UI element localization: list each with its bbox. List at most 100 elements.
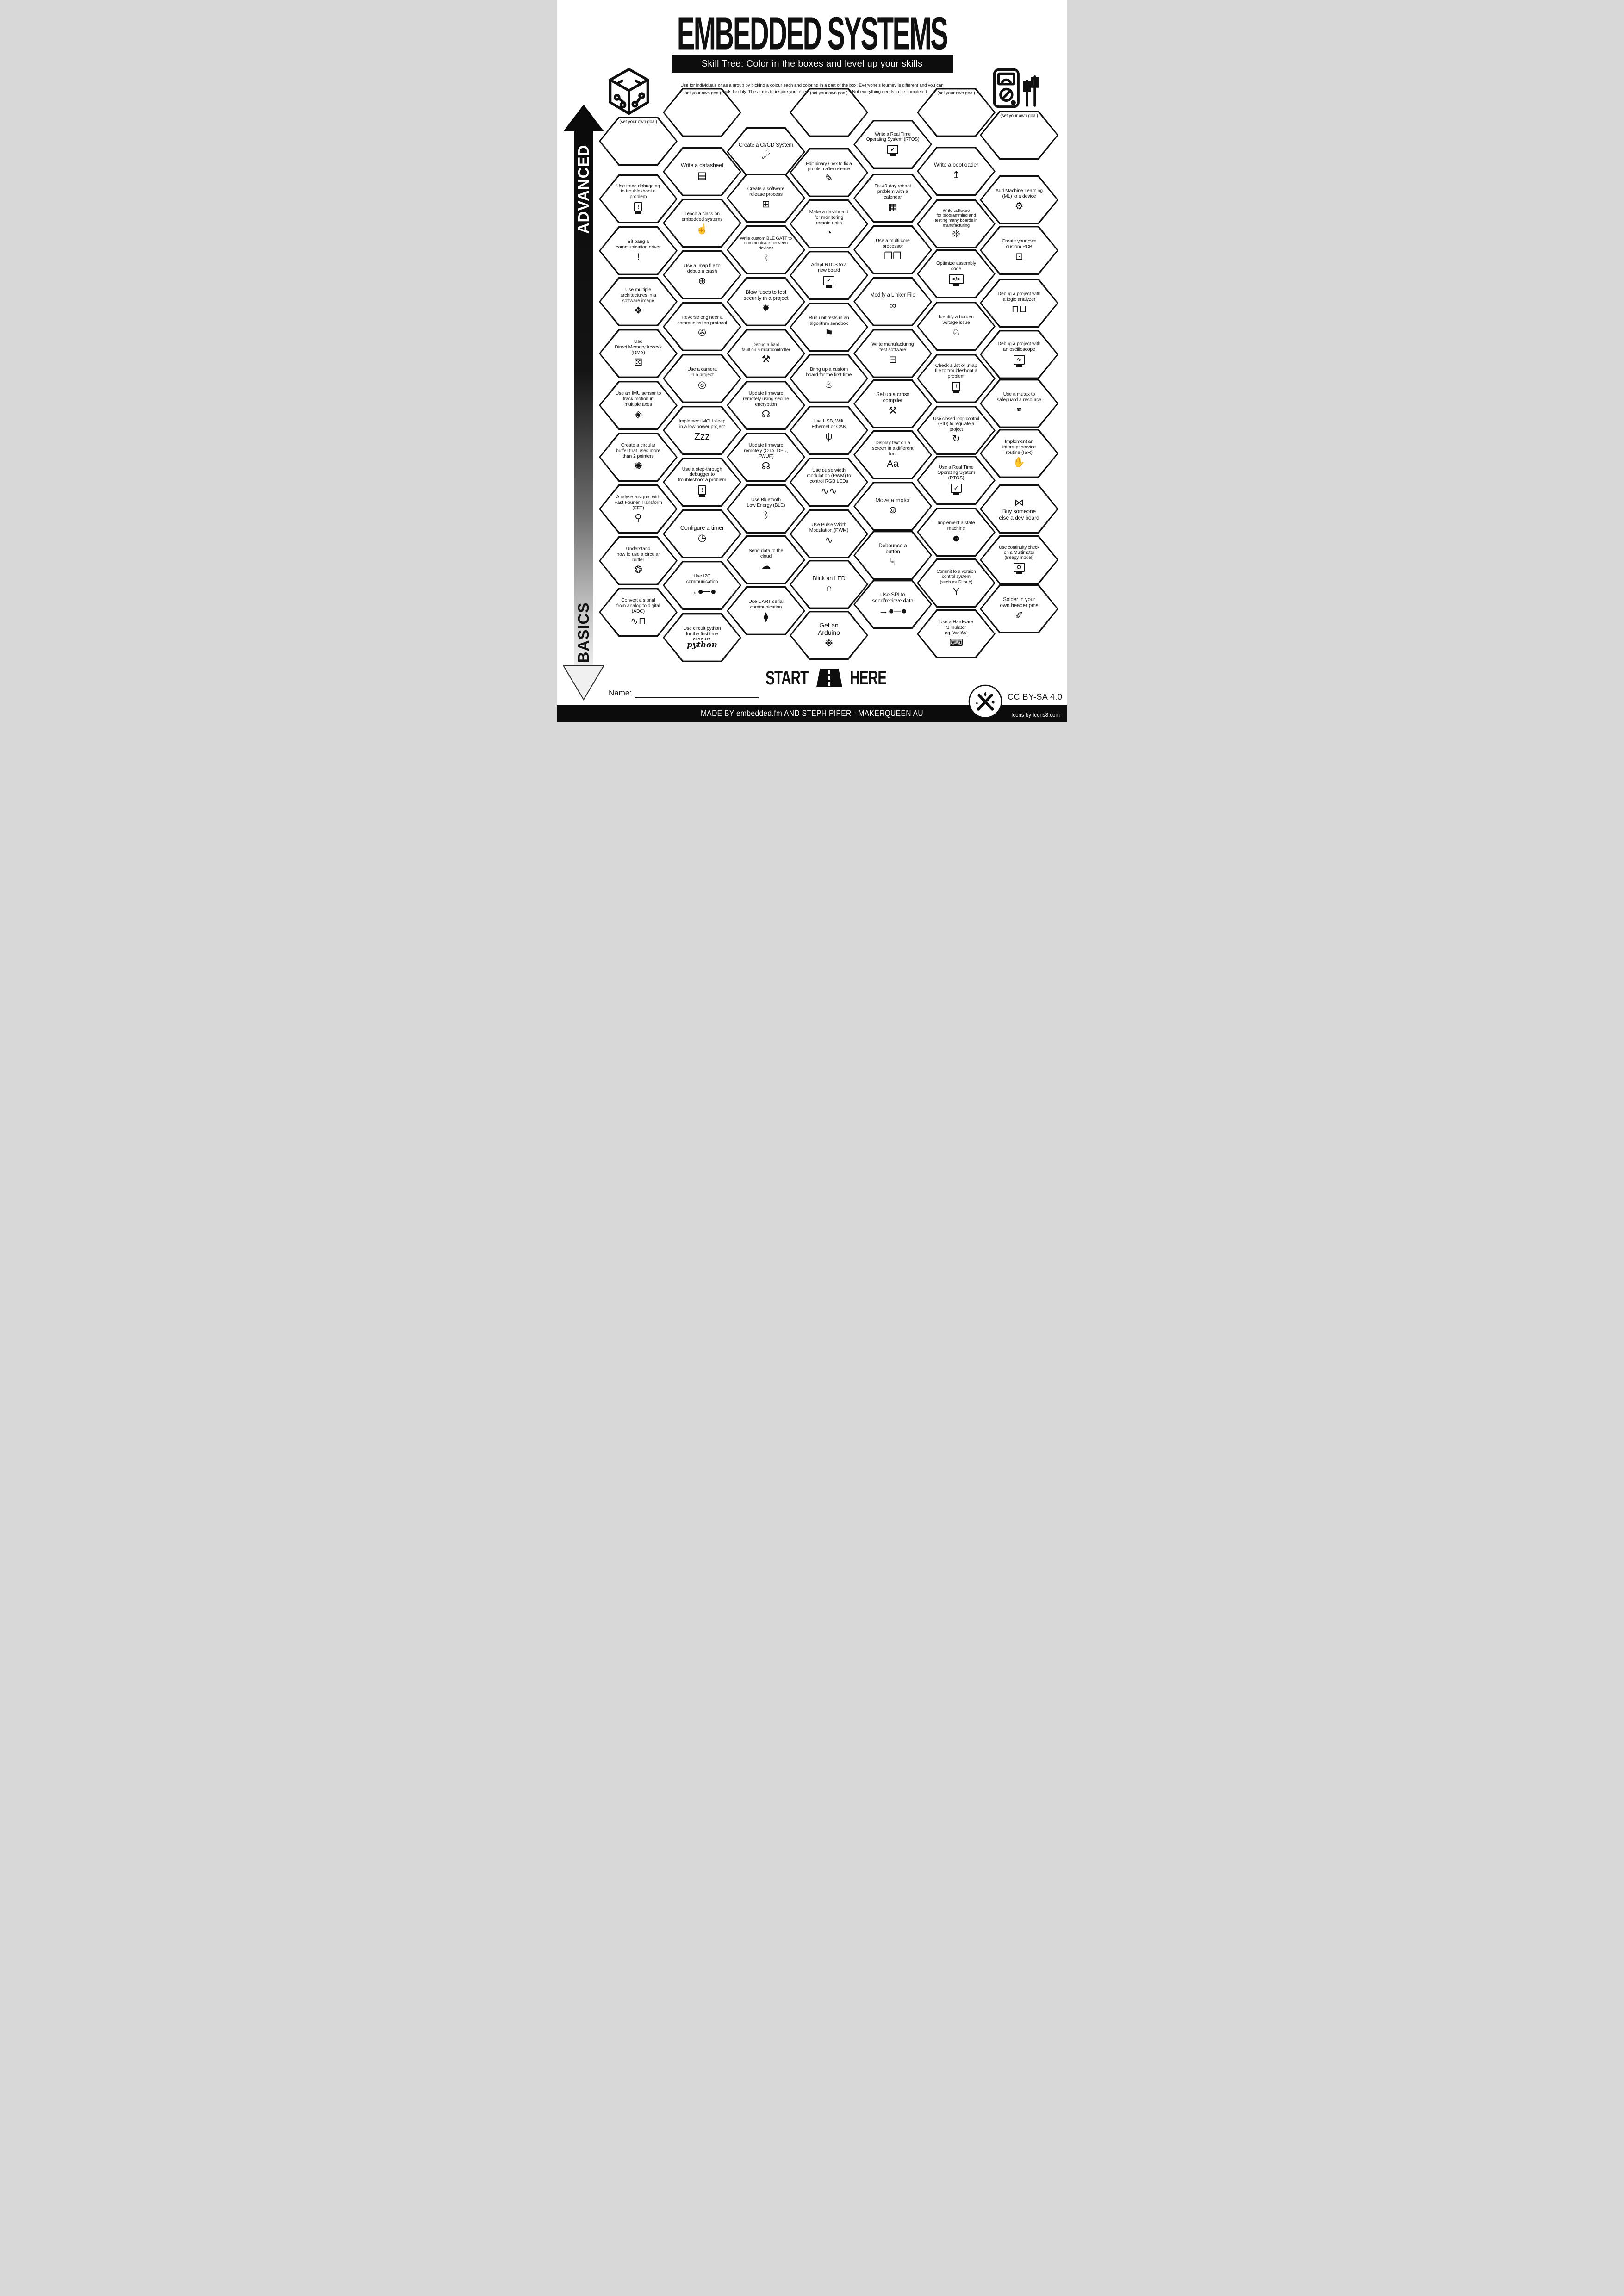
hex-fill: [981, 537, 1057, 583]
hex-content: Debug a hard fault on a microcontroller ⚒: [734, 330, 798, 377]
hex-teach-class[interactable]: Teach a class on embedded systems ☝: [663, 199, 741, 248]
hex-pwm-rgb[interactable]: Use pulse width modulation (PWM) to cont…: [790, 458, 868, 507]
hex-fill: [981, 586, 1057, 632]
hex-fw-ota[interactable]: Update firmware remotely (OTA, DFU, FWUP…: [727, 433, 805, 482]
usb-icon: ψ: [825, 431, 833, 442]
hex-bit-bang[interactable]: Bit bang a communication driver!: [599, 226, 678, 275]
hex-linker-file[interactable]: Modify a Linker File ∞: [853, 277, 932, 326]
hex-state-machine[interactable]: Implement a state machine ☻: [917, 508, 996, 557]
hex-map-file[interactable]: Use a .map file to debug a crash ⊕: [663, 250, 741, 299]
name-label: Name:: [609, 689, 632, 697]
hex-buy-dev-board[interactable]: ⋈ Buy someone else a dev board: [980, 484, 1058, 534]
hex-continuity-check[interactable]: Use continuity check on a Multimeter (Be…: [980, 535, 1058, 584]
hex-label: Use a camera in a project: [687, 367, 717, 378]
hex-solder-headers[interactable]: Solder in your own header pins ✐: [980, 584, 1058, 633]
hex-mfg-many-boards[interactable]: Write software for programming and testi…: [917, 199, 996, 248]
hex-hard-fault[interactable]: Debug a hard fault on a microcontroller ⚒: [727, 329, 805, 378]
hex-ci-cd[interactable]: Create a CI/CD System ☄: [727, 127, 805, 176]
hex-content: Use a mutex to safeguard a resource ⚭: [987, 380, 1051, 427]
axes-cube-icon: ◈: [634, 409, 642, 420]
hex-content: Create a software release process ⊞: [734, 175, 798, 221]
hex-cross-compiler[interactable]: Set up a cross compiler ⚒: [853, 379, 932, 428]
hex-imu[interactable]: Use an IMU sensor to track motion in mul…: [599, 381, 678, 430]
crossed-tools-icon: ⚒: [888, 405, 897, 416]
hex-cloud[interactable]: Send data to the cloud ☁: [727, 535, 805, 584]
hex-goal-b[interactable]: (set your own goal): [663, 88, 741, 137]
hex-goal-a[interactable]: (set your own goal): [599, 117, 678, 166]
hex-goal-d[interactable]: (set your own goal): [790, 88, 868, 137]
hex-bootloader[interactable]: Write a bootloader ↥: [917, 147, 996, 196]
hex-label: Reverse engineer a communication protoco…: [677, 315, 727, 326]
hex-multi-architectures[interactable]: Use multiple architectures in a software…: [599, 277, 678, 326]
hex-edit-binary[interactable]: Edit binary / hex to fix a problem after…: [790, 148, 868, 197]
hex-multicore[interactable]: Use a multi core processor ❐❐: [853, 225, 932, 274]
hex-board-bringup[interactable]: Bring up a custom board for the first ti…: [790, 354, 868, 403]
hex-trace-debugging[interactable]: Use trace debugging to troubleshoot a pr…: [599, 174, 678, 223]
hex-label: (set your own goal): [683, 91, 721, 96]
hex-content: Debug a project with a logic analyzer ⊓⊔: [987, 280, 1051, 326]
hex-reverse-engineer[interactable]: Reverse engineer a communication protoco…: [663, 302, 741, 351]
hex-adapt-rtos[interactable]: Adapt RTOS to a new board ✓: [790, 251, 868, 300]
hex-goal-g[interactable]: (set your own goal): [980, 111, 1058, 160]
hex-label: Debounce a button: [878, 543, 907, 555]
hex-step-debugger[interactable]: Use a step-through debugger to troublesh…: [663, 458, 741, 507]
hex-mcu-sleep[interactable]: Implement MCU sleep in a low power proje…: [663, 406, 741, 455]
hex-ble[interactable]: Use Bluetooth Low Energy (BLE) ᛒ: [727, 484, 805, 534]
hex-ml[interactable]: Add Machine Learning (ML) to a device ⚙: [980, 175, 1058, 224]
hex-isr[interactable]: Implement an interrupt service routine (…: [980, 429, 1058, 478]
hex-adc[interactable]: Convert a signal from analog to digital …: [599, 588, 678, 637]
hex-usb-wifi-eth-can[interactable]: Use USB, Wifi, Ethernet or CAN ψ: [790, 406, 868, 455]
hex-circuit-python[interactable]: Use circuit python for the first time CIR…: [663, 613, 741, 662]
hex-circular-buffer-3ptr[interactable]: Create a circular buffer that uses more …: [599, 433, 678, 482]
hex-fft[interactable]: Analyse a signal with Fast Fourier Trans…: [599, 484, 678, 534]
hex-oscilloscope[interactable]: Debug a project with an oscilloscope ∿: [980, 330, 1058, 379]
hex-move-motor[interactable]: Move a motor ⊚: [853, 482, 932, 531]
hex-label: Create a software release process: [747, 186, 785, 197]
hex-blink-led[interactable]: Blink an LED ∩: [790, 560, 868, 609]
hex-label: Debug a project with a logic analyzer: [997, 292, 1041, 302]
hex-reboot-49day[interactable]: Fix 49-day reboot problem with a calenda…: [853, 174, 932, 223]
hex-pwm[interactable]: Use Pulse Width Modulation (PWM) ∿: [790, 509, 868, 558]
hex-mutex[interactable]: Use a mutex to safeguard a resource ⚭: [980, 379, 1058, 428]
hex-uart[interactable]: Use UART serial communication ⧫: [727, 586, 805, 635]
hex-display-font[interactable]: Display text on a screen in a different …: [853, 430, 932, 479]
hex-dashboard[interactable]: Make a dashboard for monitoring remote u…: [790, 199, 868, 248]
hex-fw-secure[interactable]: Update firmware remotely using secure en…: [727, 381, 805, 430]
hex-get-arduino[interactable]: Get an Arduino ❉: [790, 611, 868, 660]
hex-lst-map[interactable]: Check a .lst or .map file to troubleshoo…: [917, 354, 996, 403]
hex-optimize-asm[interactable]: Optimize assembly code </>: [917, 249, 996, 298]
hex-content: Bring up a custom board for the first ti…: [797, 355, 861, 402]
hex-i2c[interactable]: Use I2C communication →●─●: [663, 561, 741, 610]
hex-label: Send data to the cloud: [748, 548, 784, 559]
hex-content: Add Machine Learning (ML) to a device ⚙: [987, 177, 1051, 223]
hex-release-process[interactable]: Create a software release process ⊞: [727, 174, 805, 223]
hex-unit-tests[interactable]: Run unit tests in an algorithm sandbox ⚑: [790, 303, 868, 352]
hex-dma[interactable]: Use Direct Memory Access (DMA) ⚄: [599, 329, 678, 378]
hex-configure-timer[interactable]: Configure a timer ◷: [663, 509, 741, 558]
hex-pid[interactable]: Use closed loop control (PID) to regulat…: [917, 406, 996, 455]
hex-datasheet[interactable]: Write a datasheet ▤: [663, 147, 741, 196]
hex-goal-f[interactable]: (set your own goal): [917, 88, 996, 137]
git-branch-icon: Y: [952, 586, 959, 597]
hex-custom-pcb[interactable]: Create your own custom PCB ⊡: [980, 226, 1058, 275]
hex-hw-simulator[interactable]: Use a Hardware Simulator eg. WokWi ⌨: [917, 609, 996, 658]
hex-version-control[interactable]: Commit to a version control system (such…: [917, 558, 996, 608]
head-gear-icon: ⚙: [1014, 200, 1024, 211]
name-input-line[interactable]: [635, 690, 759, 698]
hex-fill: [855, 532, 931, 578]
hex-blow-fuses[interactable]: Blow fuses to test security in a project…: [727, 277, 805, 326]
gauge-icon: ◔: [826, 227, 832, 238]
hex-circular-buffer[interactable]: Understand how to use a circular buffer ❂: [599, 536, 678, 585]
hex-logic-analyzer[interactable]: Debug a project with a logic analyzer ⊓⊔: [980, 279, 1058, 328]
hex-label: Write a Real Time Operating System (RTOS…: [866, 131, 920, 143]
hex-ble-gatt[interactable]: Write custom BLE GATT to communicate bet…: [727, 225, 805, 274]
datasheet-icon: ▤: [697, 170, 707, 181]
hex-burden-voltage[interactable]: Identify a burden voltage issue ♘: [917, 302, 996, 351]
hex-content: Implement an interrupt service routine (…: [987, 430, 1051, 477]
hex-camera[interactable]: Use a camera in a project ◎: [663, 354, 741, 403]
hex-use-rtos[interactable]: Use a Real Time Operating System (RTOS) ✓: [917, 456, 996, 505]
hex-spi[interactable]: Use SPI to send/recieve data →●─●: [853, 580, 932, 629]
hex-write-rtos[interactable]: Write a Real Time Operating System (RTOS…: [853, 120, 932, 169]
hex-debounce[interactable]: Debounce a button ☟: [853, 531, 932, 580]
hex-mfg-test-sw[interactable]: Write manufacturing test software ⊟: [853, 329, 932, 378]
